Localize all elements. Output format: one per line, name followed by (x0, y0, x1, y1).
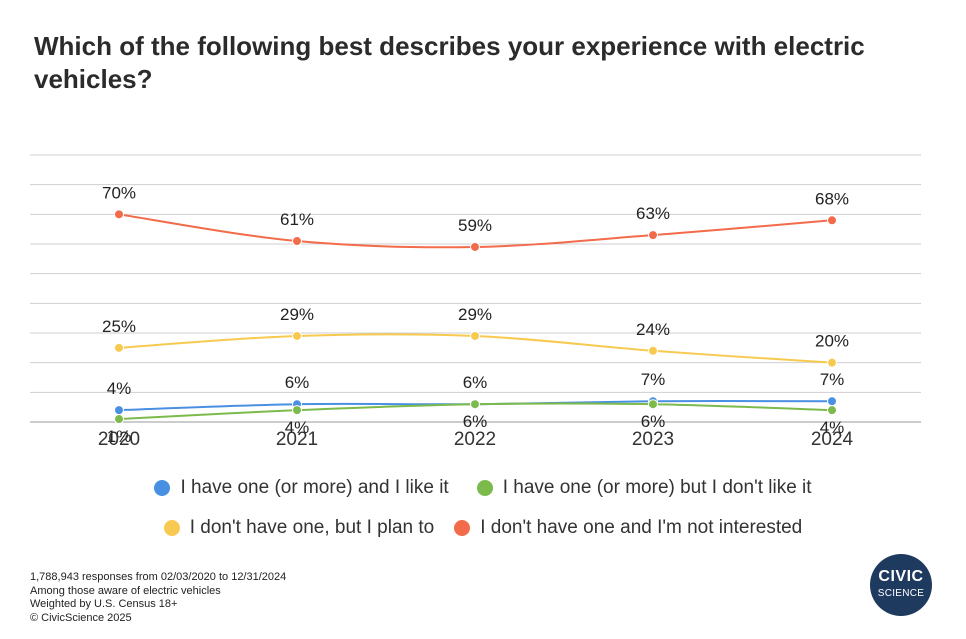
legend-item-like-it: I have one (or more) and I like it (154, 477, 449, 499)
legend-label-plan-to: I don't have one, but I plan to (189, 517, 435, 538)
data-point (827, 357, 837, 368)
legend-dot-like-it (154, 480, 171, 496)
data-label: 70% (102, 183, 136, 202)
x-tick-label: 2023 (632, 429, 674, 450)
data-label: 4% (820, 418, 845, 437)
x-tick-label: 2022 (454, 429, 496, 450)
legend-row-1: I have one (or more) and I like it I hav… (0, 477, 966, 499)
logo-text-science: SCIENCE (877, 588, 925, 599)
data-point (827, 396, 837, 407)
logo-text-civic: CIVIC (878, 568, 924, 585)
chart-title: Which of the following best describes yo… (34, 31, 865, 94)
x-tick-label: 2021 (276, 429, 318, 450)
x-tick-label: 2020 (98, 429, 140, 450)
data-label: 63% (636, 204, 670, 223)
data-label: 6% (641, 412, 666, 431)
data-label: 20% (815, 332, 849, 351)
data-point (827, 215, 837, 226)
legend-dot-dont-like-it (476, 480, 493, 496)
data-point (648, 230, 658, 241)
data-label: 6% (463, 412, 488, 431)
legend-item-dont-like-it: I have one (or more) but I don't like it (476, 477, 812, 499)
data-point (114, 414, 124, 425)
data-point (114, 342, 124, 353)
data-label: 4% (285, 418, 310, 437)
series-lines (114, 209, 837, 425)
x-axis-ticks: 2020 2021 2022 2023 2024 (98, 429, 854, 450)
data-label: 29% (280, 305, 314, 324)
footnote-copyright: © CivicScience 2025 (30, 611, 132, 624)
data-label: 7% (641, 370, 666, 389)
legend-label-not-interested: I don't have one and I'm not interested (480, 517, 803, 538)
data-label: 68% (815, 189, 849, 208)
line-chart: 70% 61% 59% 63% 68% 25% 29% 29% 24% 20% 4% 6% 6% 7% 7%… (30, 154, 921, 450)
legend-label-like-it: I have one (or more) and I like it (180, 477, 449, 498)
x-tick-label: 2024 (811, 429, 854, 450)
data-label: 25% (102, 317, 136, 336)
data-label: 59% (458, 216, 492, 235)
data-point (648, 345, 658, 356)
footnote-responses: 1,788,943 responses from 02/03/2020 to 1… (30, 571, 287, 583)
footnotes: 1,788,943 responses from 02/03/2020 to 1… (30, 571, 286, 625)
legend-dot-not-interested (454, 520, 471, 536)
data-point (292, 330, 302, 341)
data-point (114, 405, 124, 416)
data-labels: 70% 61% 59% 63% 68% 25% 29% 29% 24% 20% 4% 6% 6% 7% 7%… (102, 183, 849, 446)
data-point (470, 399, 480, 410)
data-point (470, 241, 480, 252)
data-label: 24% (636, 320, 670, 339)
data-label: 61% (280, 210, 314, 229)
data-point (292, 405, 302, 416)
legend-dot-plan-to (163, 520, 180, 536)
legend-item-not-interested: I don't have one and I'm not interested (454, 517, 802, 539)
footnote-audience: Among those aware of electric vehicles (30, 584, 221, 597)
footnote-weighting: Weighted by U.S. Census 18+ (30, 598, 178, 610)
civicscience-logo: CIVIC SCIENCE (870, 554, 932, 616)
data-label: 6% (285, 373, 310, 392)
data-label: 6% (463, 373, 488, 392)
data-point (114, 209, 124, 220)
data-label: 29% (458, 305, 492, 324)
data-label: 1% (107, 427, 132, 446)
data-point (470, 330, 480, 341)
data-point (292, 236, 302, 247)
data-label: 7% (820, 370, 845, 389)
data-point (648, 399, 658, 410)
legend-item-plan-to: I don't have one, but I plan to (163, 517, 435, 539)
data-point (827, 405, 837, 416)
legend-label-dont-like-it: I have one (or more) but I don't like it (502, 477, 812, 498)
legend-row-2: I don't have one, but I plan to I don't … (0, 517, 966, 539)
data-label: 4% (107, 379, 132, 398)
